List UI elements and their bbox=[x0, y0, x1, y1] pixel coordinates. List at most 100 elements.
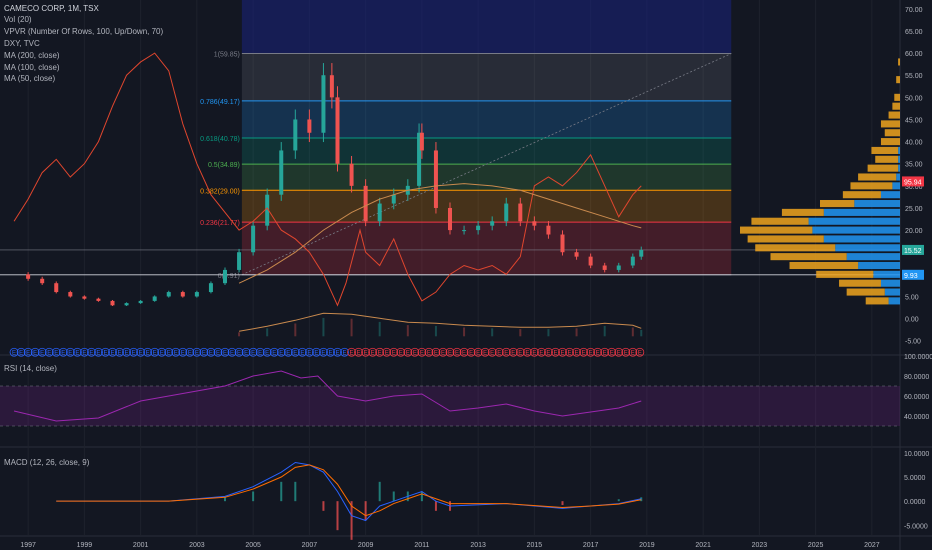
volume-bar bbox=[266, 328, 269, 337]
event-marker-label: E bbox=[12, 351, 16, 357]
fib-level-label: 0(9.91) bbox=[218, 273, 240, 280]
event-marker bbox=[452, 347, 462, 357]
study-legend-dxy[interactable]: DXY, TVC bbox=[4, 39, 40, 48]
event-marker bbox=[607, 347, 617, 357]
event-marker bbox=[579, 347, 588, 357]
vpvr-down-bar bbox=[740, 226, 813, 234]
candle-body bbox=[433, 150, 438, 208]
event-marker bbox=[480, 347, 490, 357]
event-marker bbox=[333, 347, 342, 357]
event-marker bbox=[544, 347, 553, 357]
volume-bar bbox=[575, 328, 578, 337]
event-marker bbox=[403, 347, 413, 357]
event-marker-label: E bbox=[272, 351, 276, 357]
event-marker-label: E bbox=[125, 351, 129, 357]
candle-body bbox=[363, 185, 368, 222]
event-marker-label: E bbox=[202, 351, 206, 357]
candle-body bbox=[588, 256, 593, 266]
fib-zone bbox=[241, 53, 732, 101]
volume-bar bbox=[406, 325, 409, 337]
fib-level-label: 0.236(21.77) bbox=[200, 220, 240, 227]
candle-body bbox=[68, 292, 73, 297]
time-axis[interactable]: 1997 1999 2001 2003 2005 2007 2009 2011 2013 2015… bbox=[20, 542, 879, 549]
vpvr-up-bar bbox=[846, 253, 900, 261]
event-marker bbox=[600, 347, 610, 357]
event-marker-label: E bbox=[209, 351, 213, 357]
volume-bar bbox=[238, 332, 241, 337]
event-marker bbox=[79, 347, 89, 357]
vpvr-down-bar bbox=[875, 155, 899, 163]
event-marker bbox=[614, 347, 624, 357]
event-marker bbox=[319, 347, 328, 357]
event-marker-label: E bbox=[237, 351, 241, 357]
fib-zone bbox=[241, 100, 732, 139]
candle-body bbox=[391, 194, 396, 204]
event-marker bbox=[94, 347, 103, 357]
macd-tick-label: 10.0000 bbox=[904, 451, 929, 458]
event-marker bbox=[206, 347, 216, 357]
price-badge-text: 15.52 bbox=[904, 248, 922, 255]
event-marker bbox=[375, 347, 385, 357]
event-marker bbox=[37, 347, 47, 357]
event-marker bbox=[72, 347, 82, 357]
event-marker bbox=[16, 347, 26, 357]
event-marker bbox=[58, 347, 68, 357]
event-marker bbox=[438, 347, 448, 357]
study-legend-ma50[interactable]: MA (50, close) bbox=[4, 74, 56, 83]
candle-body bbox=[349, 163, 354, 186]
event-marker-label: E bbox=[631, 351, 635, 357]
event-marker bbox=[304, 347, 314, 357]
study-legend-volume[interactable]: Vol (20) bbox=[4, 15, 32, 24]
candle-body bbox=[40, 278, 45, 284]
event-marker-label: E bbox=[539, 351, 543, 357]
candle-body bbox=[124, 303, 129, 306]
vpvr-profile bbox=[740, 58, 900, 305]
event-marker-label: E bbox=[40, 351, 44, 357]
study-legend-ma200[interactable]: MA (200, close) bbox=[4, 51, 60, 60]
volume-pane bbox=[238, 312, 643, 337]
symbol-legend[interactable]: CAMECO CORP, 1M, TSX bbox=[4, 4, 99, 13]
event-marker-label: E bbox=[589, 351, 593, 357]
study-legend-vpvr[interactable]: VPVR (Number Of Rows, 100, Up/Down, 70) bbox=[4, 27, 164, 36]
event-marker bbox=[586, 347, 596, 357]
study-legend-ma100[interactable]: MA (100, close) bbox=[4, 63, 60, 72]
macd-histogram-bar bbox=[294, 481, 297, 502]
event-marker bbox=[101, 347, 110, 357]
vpvr-down-bar bbox=[888, 111, 900, 119]
rsi-tick-label: 40.0000 bbox=[904, 414, 929, 421]
macd-tick-label: 5.0000 bbox=[904, 475, 926, 482]
event-marker bbox=[157, 347, 167, 357]
price-tick-label: 25.00 bbox=[905, 206, 923, 213]
vpvr-up-bar bbox=[884, 288, 900, 296]
event-marker-label: E bbox=[504, 351, 508, 357]
vpvr-up-bar bbox=[888, 297, 900, 305]
event-marker bbox=[572, 347, 581, 357]
volume-bar bbox=[434, 325, 437, 337]
event-marker-label: E bbox=[610, 351, 614, 357]
macd-pane-label[interactable]: MACD (12, 26, close, 9) bbox=[4, 458, 90, 467]
event-marker-label: E bbox=[476, 351, 480, 357]
candle-body bbox=[237, 252, 242, 270]
macd-histogram-bar bbox=[322, 501, 325, 511]
volume-bar bbox=[631, 327, 634, 337]
vpvr-down-bar bbox=[751, 217, 809, 225]
fib-zone bbox=[241, 222, 732, 275]
event-marker bbox=[129, 347, 138, 357]
event-marker bbox=[87, 347, 96, 357]
price-axis[interactable]: 70.00 65.00 60.00 55.00 50.00 45.00 40.00 35.00… bbox=[902, 7, 932, 530]
fib-zone bbox=[241, 138, 732, 165]
rsi-pane-label[interactable]: RSI (14, close) bbox=[4, 364, 57, 373]
event-marker bbox=[368, 347, 378, 357]
event-marker bbox=[445, 347, 455, 357]
macd-tick-label: -5.0000 bbox=[904, 523, 928, 530]
macd-histogram-bar bbox=[280, 481, 283, 502]
macd-signal-line bbox=[56, 464, 642, 517]
price-badge bbox=[902, 269, 924, 280]
event-marker-label: E bbox=[188, 351, 192, 357]
event-marker-label: E bbox=[427, 351, 431, 357]
event-marker bbox=[340, 347, 349, 357]
event-marker bbox=[396, 347, 406, 357]
event-marker-label: E bbox=[624, 351, 628, 357]
event-marker-label: E bbox=[181, 351, 185, 357]
